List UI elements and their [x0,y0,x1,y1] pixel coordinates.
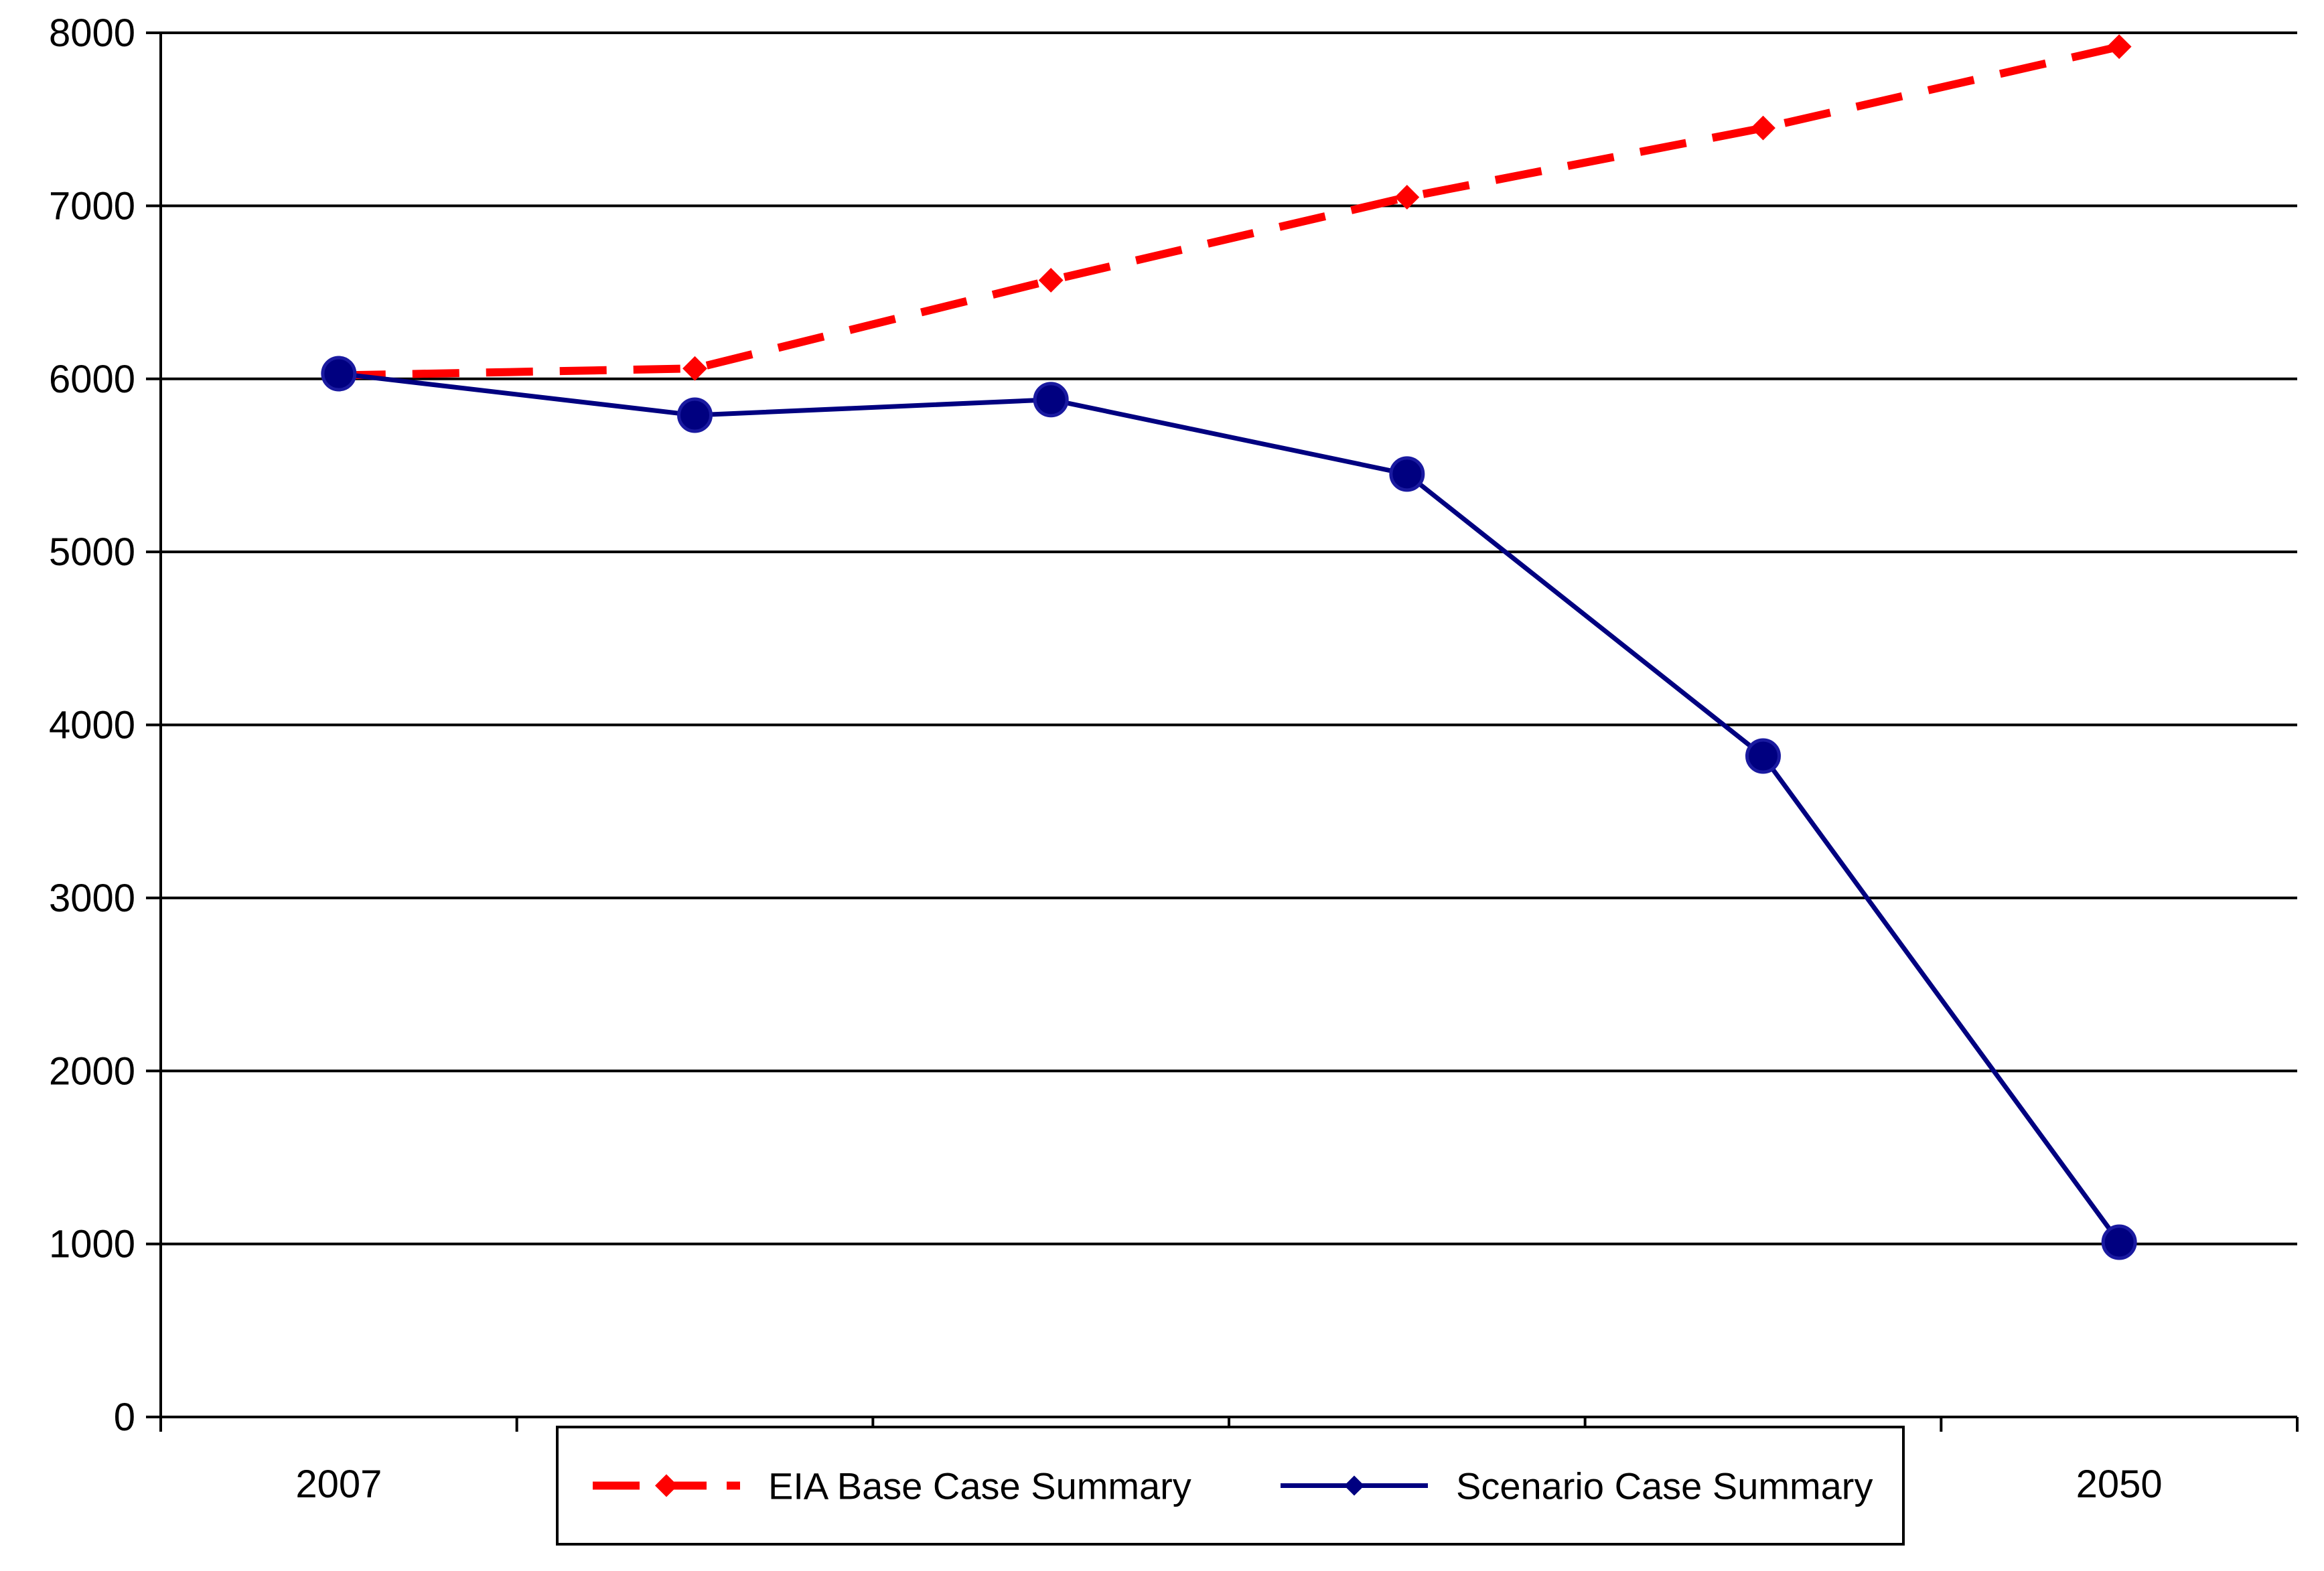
y-tick-label-5000: 5000 [49,530,135,574]
data-point-scenario-case-summary-0 [321,356,357,392]
x-tick-label-2050: 2050 [2076,1463,2163,1506]
data-point-eia-base-case-summary-2 [1038,268,1064,293]
series-line-eia-base-case-summary [338,42,2120,380]
y-tick-label-0: 0 [114,1396,135,1439]
axes: 0 1000 2000 3000 4000 5000 6000 7000 8000 2007 205… [49,11,2299,1506]
x-tick-label-2007: 2007 [295,1463,382,1506]
legend-label-eia-base-case-summary: EIA Base Case Summary [768,1465,1191,1507]
y-tick-label-3000: 3000 [49,877,135,920]
data-point-scenario-case-summary-2 [1033,382,1069,418]
data-point-scenario-case-summary-3 [1389,456,1425,492]
legend: EIA Base Case Summary Scenario Case Summa… [556,1426,1905,1546]
data-point-eia-base-case-summary-5 [2106,34,2132,60]
data-point-eia-base-case-summary-3 [1394,185,1420,210]
y-tick-label-7000: 7000 [49,184,135,228]
data-point-scenario-case-summary-1 [677,397,713,433]
y-tick-label-2000: 2000 [49,1049,135,1093]
series-line-scenario-case-summary [338,371,2122,1244]
data-point-scenario-case-summary-5 [2101,1224,2137,1260]
legend-marker-scenario-case-summary [1344,1475,1364,1496]
legend-box [556,1426,1905,1546]
data-point-scenario-case-summary-4 [1745,738,1781,774]
y-tick-label-1000: 1000 [49,1223,135,1266]
y-tick-label-6000: 6000 [49,358,135,401]
legend-label-scenario-case-summary: Scenario Case Summary [1456,1465,1873,1507]
y-tick-label-8000: 8000 [49,11,135,55]
gridlines [161,31,2297,1246]
data-point-eia-base-case-summary-4 [1751,115,1775,141]
y-tick-label-4000: 4000 [49,704,135,747]
data-point-eia-base-case-summary-1 [682,356,707,381]
legend-marker-eia-base-case-summary [655,1474,678,1497]
series-lines [321,34,2137,1260]
